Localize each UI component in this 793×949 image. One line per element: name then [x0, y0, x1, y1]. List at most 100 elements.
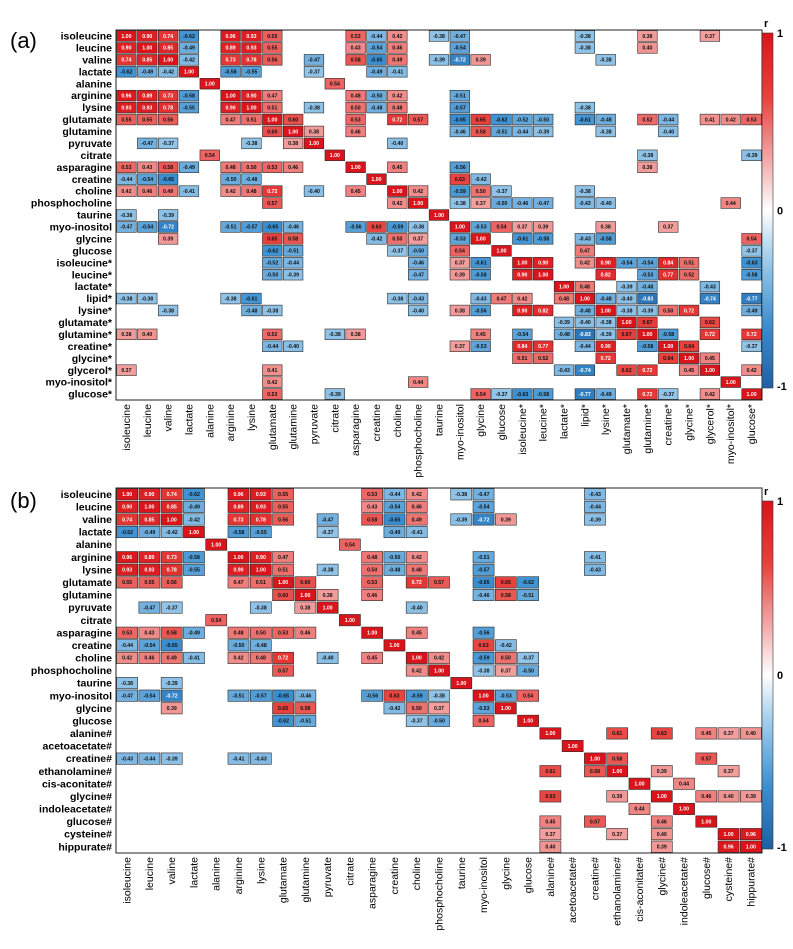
cell-value: 0.93 — [246, 46, 256, 52]
cell-value: 0.40 — [724, 794, 734, 800]
heatmap-cell: -0.72 — [157, 221, 179, 233]
heatmap-cell: -0.48 — [249, 639, 272, 652]
heatmap-cell: -0.37 — [316, 526, 339, 539]
cell-value: 1.00 — [413, 201, 423, 207]
cell-fill — [637, 30, 658, 42]
cell-fill — [553, 316, 575, 329]
heatmap-cell: -0.58 — [741, 269, 762, 281]
cell-value: -0.51 — [478, 555, 490, 561]
cell-fill — [695, 815, 718, 828]
cell-value: 0.40 — [746, 731, 756, 737]
cell-value: -0.38 — [433, 34, 445, 40]
heatmap-cell: 0.58 — [361, 513, 384, 526]
cell-fill — [494, 639, 517, 652]
cell-value: 1.00 — [496, 249, 506, 255]
cell-value: 0.56 — [267, 58, 277, 64]
cell-fill — [183, 563, 205, 576]
heatmap-cell: -0.38 — [249, 601, 272, 614]
cell-value: -0.44 — [121, 177, 133, 183]
column-label: acetoacetate# — [567, 857, 579, 923]
cell-fill — [408, 292, 429, 305]
heatmap-cell: 0.41 — [699, 113, 721, 126]
heatmap-cell: 0.37 — [606, 828, 629, 841]
heatmap-cell: -0.42 — [183, 513, 205, 526]
cell-value: 0.55 — [121, 117, 131, 123]
cell-fill — [366, 89, 387, 102]
cell-value: 0.72 — [412, 580, 422, 586]
cell-fill — [533, 257, 554, 269]
cell-fill — [539, 828, 562, 841]
heatmap-cell: -0.56 — [345, 221, 366, 233]
cell-value: 0.37 — [501, 668, 511, 674]
heatmap-cell: 0.38 — [303, 125, 325, 138]
heatmap-cell: -0.58 — [533, 388, 554, 400]
cell-fill — [699, 364, 721, 376]
cell-fill — [512, 388, 533, 400]
column-label: alanine# — [545, 857, 557, 897]
cell-fill — [472, 639, 495, 652]
cell-value: -0.54 — [141, 225, 153, 231]
cell-value: -0.83 — [579, 332, 591, 338]
cell-value: -0.38 — [266, 308, 278, 314]
heatmap-cell: -0.74 — [574, 364, 595, 376]
cell-fill — [262, 388, 283, 400]
cell-fill — [405, 689, 428, 702]
cell-value: -0.72 — [478, 517, 490, 523]
cell-fill — [227, 526, 250, 539]
cell-value: 1.00 — [580, 296, 590, 302]
row-label: myo-inositol* — [45, 377, 112, 389]
cell-fill — [472, 664, 495, 677]
heatmap-cell: -0.38 — [595, 316, 616, 329]
cell-fill — [283, 340, 304, 352]
cell-fill — [553, 280, 575, 293]
heatmap-cell: 0.56 — [160, 576, 183, 589]
cell-value: -0.50 — [522, 668, 534, 674]
cell-fill — [294, 702, 317, 715]
heatmap-cell: 1.00 — [472, 689, 495, 702]
row-label: isoleucine* — [57, 257, 113, 269]
cell-value: 0.39 — [612, 794, 622, 800]
cell-fill — [695, 727, 718, 740]
heatmap-cell: -0.42 — [160, 526, 183, 539]
cell-value: 1.00 — [701, 819, 711, 825]
cell-value: 0.55 — [144, 580, 154, 586]
heatmap-cell: -0.56 — [361, 689, 384, 702]
cell-value: 1.00 — [122, 492, 132, 498]
heatmap-cell: 0.78 — [249, 513, 272, 526]
heatmap-cell: 0.49 — [160, 651, 183, 664]
cell-value: 0.82 — [538, 308, 548, 314]
heatmap-cell: 0.42 — [574, 257, 595, 269]
cell-fill — [137, 185, 158, 197]
heatmap-cell: 0.53 — [262, 388, 283, 400]
column-label: arginine — [233, 857, 245, 895]
heatmap-cell: -0.37 — [658, 388, 679, 400]
heatmap-cell: 1.00 — [616, 316, 637, 329]
cell-value: 0.40 — [642, 46, 652, 52]
cell-value: -0.42 — [162, 70, 174, 76]
cell-value: -0.57 — [246, 225, 258, 231]
cell-value: 0.46 — [351, 129, 361, 135]
cell-fill — [262, 125, 283, 138]
heatmap-cell: -0.65 — [157, 173, 179, 185]
cell-fill — [574, 280, 595, 293]
cell-value: -0.59 — [478, 656, 490, 662]
cell-fill — [272, 551, 294, 564]
heatmap-cell: -0.46 — [472, 588, 495, 601]
heatmap-cell: 0.54 — [470, 388, 491, 400]
column-label: glutamate — [267, 404, 279, 450]
cell-value: 1.00 — [501, 706, 511, 712]
heatmap-cell: 1.00 — [316, 601, 339, 614]
cell-fill — [678, 364, 700, 376]
heatmap-cell: 0.46 — [361, 588, 384, 601]
heatmap-cell: 0.46 — [650, 815, 673, 828]
heatmap-cell: 0.58 — [470, 125, 491, 138]
cell-fill — [345, 30, 366, 42]
cell-fill — [533, 388, 554, 400]
heatmap-cell: 1.00 — [183, 526, 205, 539]
row-label: lysine* — [78, 305, 113, 317]
heatmap-cell: 0.89 — [227, 500, 250, 513]
cell-value: 0.49 — [163, 189, 173, 195]
cell-value: -0.37 — [166, 605, 178, 611]
cell-value: -0.55 — [188, 568, 200, 574]
cell-value: -0.40 — [600, 201, 612, 207]
